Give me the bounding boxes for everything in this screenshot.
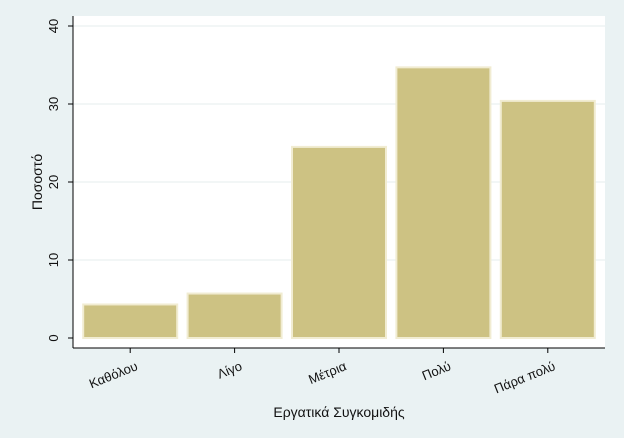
bar <box>291 145 387 339</box>
x-axis-title: Εργατικά Συγκομιδής <box>273 404 405 420</box>
y-tick-label: 20 <box>46 175 61 189</box>
y-tick-label: 30 <box>46 97 61 111</box>
bar <box>186 292 283 340</box>
y-tick-label: 0 <box>46 334 61 341</box>
bar <box>82 303 179 339</box>
y-axis-ticks: 0 10 20 30 40 <box>46 19 73 342</box>
bars <box>82 66 596 340</box>
y-axis-title: Ποσοστό <box>29 154 45 210</box>
bar <box>499 99 596 339</box>
y-tick-label: 40 <box>46 19 61 33</box>
y-tick-label: 10 <box>46 253 61 267</box>
bar <box>395 66 492 339</box>
